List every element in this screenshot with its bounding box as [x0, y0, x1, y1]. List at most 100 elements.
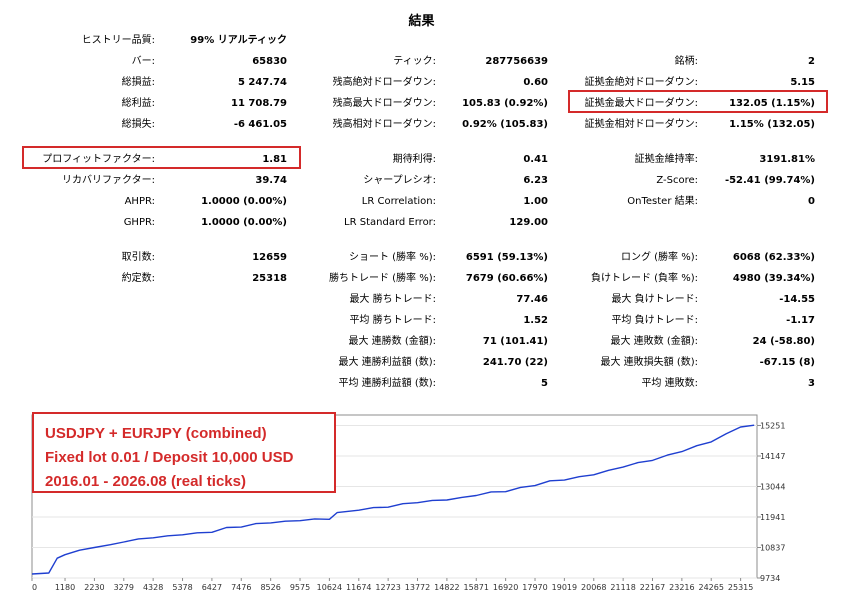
stat-value: -67.15 (8)	[759, 357, 815, 368]
x-tick-label: 9575	[290, 583, 310, 592]
stat-value: -14.55	[779, 294, 815, 305]
stat-value: 24 (-58.80)	[752, 336, 815, 347]
stat-label: 残高最大ドローダウン:	[332, 98, 436, 109]
x-tick-label: 15871	[464, 583, 489, 592]
stat-label: 最大 連敗損失額 (数):	[600, 357, 698, 368]
stat-label: 銘柄:	[674, 56, 698, 67]
x-tick-label: 14822	[434, 583, 459, 592]
stat-value: 65830	[252, 56, 287, 67]
stat-label: 総利益:	[121, 98, 155, 109]
stat-value: -6 461.05	[233, 119, 287, 130]
stat-value: 12659	[252, 252, 287, 263]
x-tick-label: 12723	[375, 583, 400, 592]
x-tick-label: 13772	[405, 583, 430, 592]
stat-value: 71 (101.41)	[482, 336, 548, 347]
stat-value: 1.00	[523, 196, 548, 207]
balance-line	[31, 424, 755, 575]
stat-label: ショート (勝率 %):	[348, 252, 436, 263]
stat-value: 5	[541, 378, 548, 389]
stat-label: 最大 負けトレード:	[611, 294, 698, 305]
x-tick-label: 6427	[202, 583, 222, 592]
x-tick-label: 17970	[522, 583, 547, 592]
y-tick-label: 10837	[760, 544, 785, 553]
x-tick-label: 21118	[610, 583, 635, 592]
stat-label: 取引数:	[121, 252, 155, 263]
stat-value: 1.52	[523, 315, 548, 326]
equity-max-drawdown-highlight	[568, 90, 828, 113]
stat-label: 最大 連勝数 (金額):	[348, 336, 436, 347]
x-tick-label: 5378	[172, 583, 192, 592]
stat-value: 99% リアルティック	[190, 35, 287, 46]
stat-label: 総損失:	[121, 119, 155, 130]
stat-value: 6591 (59.13%)	[465, 252, 548, 263]
stat-label: AHPR:	[124, 196, 155, 207]
x-tick-label: 20068	[581, 583, 606, 592]
x-tick-label: 22167	[640, 583, 665, 592]
stat-value: 129.00	[509, 217, 548, 228]
stat-label: 平均 連勝利益額 (数):	[338, 378, 436, 389]
stat-value: 3191.81%	[759, 154, 815, 165]
x-tick-label: 10624	[317, 583, 342, 592]
x-tick-label: 7476	[231, 583, 251, 592]
report-title: 結果	[408, 14, 435, 29]
stat-label: OnTester 結果:	[627, 196, 698, 207]
stat-value: 241.70 (22)	[482, 357, 548, 368]
stat-value: 1.0000 (0.00%)	[201, 196, 287, 207]
stat-label: 残高相対ドローダウン:	[332, 119, 436, 130]
x-tick-label: 25315	[728, 583, 753, 592]
stat-label: LR Correlation:	[361, 196, 436, 207]
y-tick-label: 11941	[760, 513, 785, 522]
stat-value: 1.0000 (0.00%)	[201, 217, 287, 228]
y-tick-label: 13044	[760, 482, 785, 491]
y-tick-label: 15251	[760, 421, 785, 430]
x-tick-label: 1180	[55, 583, 75, 592]
annotation-line-2: Fixed lot 0.01 / Deposit 10,000 USD	[45, 449, 294, 466]
stat-label: 証拠金相対ドローダウン:	[584, 119, 698, 130]
x-tick-label: 23216	[669, 583, 694, 592]
x-tick-label: 24265	[699, 583, 724, 592]
x-tick-label: 0	[32, 583, 37, 592]
stat-label: 期待利得:	[392, 154, 436, 165]
annotation-line-3: 2016.01 - 2026.08 (real ticks)	[45, 473, 246, 490]
stat-label: 平均 負けトレード:	[611, 315, 698, 326]
stat-value: 287756639	[485, 56, 548, 67]
stat-label: Z-Score:	[656, 175, 698, 186]
stat-value: 105.83 (0.92%)	[462, 98, 548, 109]
stat-value: -1.17	[786, 315, 815, 326]
stat-label: 総損益:	[121, 77, 155, 88]
stat-label: GHPR:	[123, 217, 155, 228]
stat-label: 最大 連敗数 (金額):	[610, 336, 698, 347]
stat-label: 最大 勝ちトレード:	[349, 294, 436, 305]
stat-label: シャープレシオ:	[363, 175, 436, 186]
stat-value: 6.23	[523, 175, 548, 186]
profit-factor-highlight	[22, 146, 301, 169]
stat-value: 1.15% (132.05)	[729, 119, 815, 130]
stat-label: 証拠金維持率:	[634, 154, 698, 165]
stat-value: 77.46	[516, 294, 548, 305]
x-tick-label: 2230	[84, 583, 104, 592]
stat-value: 3	[808, 378, 815, 389]
stat-label: 約定数:	[121, 273, 155, 284]
stat-label: 証拠金最大ドローダウン:	[584, 98, 698, 109]
x-tick-label: 4328	[143, 583, 163, 592]
stat-label: プロフィットファクター:	[42, 154, 155, 165]
stat-value: 0.41	[523, 154, 548, 165]
stat-label: バー:	[131, 56, 155, 67]
y-tick-label: 9734	[760, 574, 780, 583]
x-tick-label: 8526	[260, 583, 280, 592]
stat-value: 0	[808, 196, 815, 207]
stat-value: -52.41 (99.74%)	[724, 175, 815, 186]
stat-label: 平均 連敗数:	[641, 378, 698, 389]
stat-label: ロング (勝率 %):	[620, 252, 698, 263]
x-tick-label: 11674	[346, 583, 371, 592]
stat-label: ティック:	[393, 56, 436, 67]
stat-value: 6068 (62.33%)	[732, 252, 815, 263]
stat-value: 5 247.74	[237, 77, 287, 88]
stat-value: 5.15	[790, 77, 815, 88]
y-tick-label: 14147	[760, 452, 785, 461]
stat-value: 25318	[252, 273, 287, 284]
stat-value: 132.05 (1.15%)	[729, 98, 815, 109]
stat-label: リカバリファクター:	[62, 175, 155, 186]
stat-label: LR Standard Error:	[344, 217, 436, 228]
x-tick-label: 3279	[114, 583, 134, 592]
